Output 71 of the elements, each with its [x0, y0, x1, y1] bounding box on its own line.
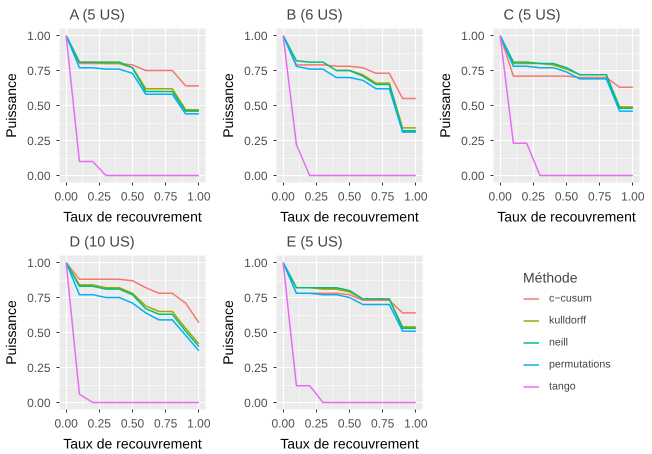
x-tick-label: 0.25 — [88, 416, 112, 430]
x-tick-label: 0.00 — [54, 190, 78, 204]
legend-label: neill — [549, 336, 569, 348]
y-tick-label: 0.50 — [244, 326, 268, 340]
x-tick-label: 0.50 — [338, 190, 362, 204]
legend-label: c−cusum — [549, 292, 592, 304]
x-tick-label: 0.50 — [554, 190, 579, 204]
y-tick-label: 0.75 — [27, 291, 51, 305]
x-axis-title: Taux de recouvrement — [63, 436, 202, 452]
y-tick-label: 0.50 — [244, 99, 268, 113]
x-tick-label: 1.00 — [404, 190, 428, 204]
y-tick-label: 1.00 — [461, 29, 485, 43]
x-axis-title: Taux de recouvrement — [280, 208, 419, 224]
y-tick-label: 1.00 — [27, 29, 51, 43]
x-tick-label: 0.50 — [338, 416, 362, 430]
x-tick-label: 0.50 — [120, 416, 145, 430]
y-tick-label: 0.00 — [27, 169, 51, 183]
legend-title: Méthode — [523, 270, 578, 286]
chart-title: B (6 US) — [286, 8, 343, 24]
y-axis-title: Puissance — [3, 300, 20, 365]
x-tick-label: 1.00 — [187, 416, 211, 430]
y-tick-label: 0.75 — [461, 64, 485, 78]
y-tick-label: 0.75 — [244, 64, 268, 78]
y-tick-label: 0.00 — [27, 396, 51, 410]
x-axis-title: Taux de recouvrement — [63, 208, 202, 224]
x-tick-label: 0.25 — [304, 416, 328, 430]
x-tick-label: 1.00 — [404, 416, 428, 430]
y-tick-label: 0.25 — [27, 361, 51, 375]
x-axis-title: Taux de recouvrement — [280, 436, 419, 452]
y-tick-label: 0.00 — [244, 169, 268, 183]
y-tick-label: 0.75 — [27, 64, 51, 78]
x-axis-title: Taux de recouvrement — [497, 208, 636, 224]
y-tick-label: 0.25 — [244, 361, 268, 375]
y-tick-label: 0.25 — [27, 134, 51, 148]
y-tick-label: 0.25 — [461, 134, 485, 148]
y-tick-label: 1.00 — [27, 256, 51, 270]
x-tick-label: 0.75 — [154, 416, 178, 430]
x-tick-label: 0.25 — [522, 190, 546, 204]
x-tick-label: 1.00 — [621, 190, 645, 204]
y-tick-label: 1.00 — [244, 256, 268, 270]
x-tick-label: 1.00 — [187, 190, 211, 204]
x-tick-label: 0.75 — [371, 416, 395, 430]
y-tick-label: 0.00 — [244, 396, 268, 410]
chart-title: D (10 US) — [70, 234, 135, 250]
x-tick-label: 0.00 — [488, 190, 512, 204]
y-tick-label: 0.25 — [244, 134, 268, 148]
y-axis-title: Puissance — [437, 72, 454, 138]
y-axis-title: Puissance — [220, 300, 236, 365]
y-tick-label: 0.50 — [27, 99, 51, 113]
legend-label: permutations — [549, 358, 611, 370]
y-tick-label: 1.00 — [244, 29, 268, 43]
y-tick-label: 0.75 — [244, 291, 268, 305]
x-tick-label: 0.00 — [271, 416, 296, 430]
x-tick-label: 0.00 — [271, 190, 296, 204]
x-tick-label: 0.75 — [588, 190, 612, 204]
y-axis-title: Puissance — [220, 72, 236, 138]
x-tick-label: 0.75 — [154, 190, 178, 204]
chart-title: E (5 US) — [286, 234, 343, 250]
y-axis-title: Puissance — [3, 72, 20, 138]
legend-label: kulldorff — [549, 314, 586, 326]
y-tick-label: 0.50 — [27, 326, 51, 340]
x-tick-label: 0.00 — [54, 416, 78, 430]
y-tick-label: 0.50 — [461, 99, 485, 113]
chart-title: A (5 US) — [70, 8, 125, 24]
chart-title: C (5 US) — [504, 8, 561, 24]
x-tick-label: 0.25 — [304, 190, 328, 204]
x-tick-label: 0.25 — [88, 190, 112, 204]
y-tick-label: 0.00 — [461, 169, 485, 183]
x-tick-label: 0.75 — [371, 190, 395, 204]
x-tick-label: 0.50 — [120, 190, 145, 204]
legend-label: tango — [549, 380, 576, 392]
